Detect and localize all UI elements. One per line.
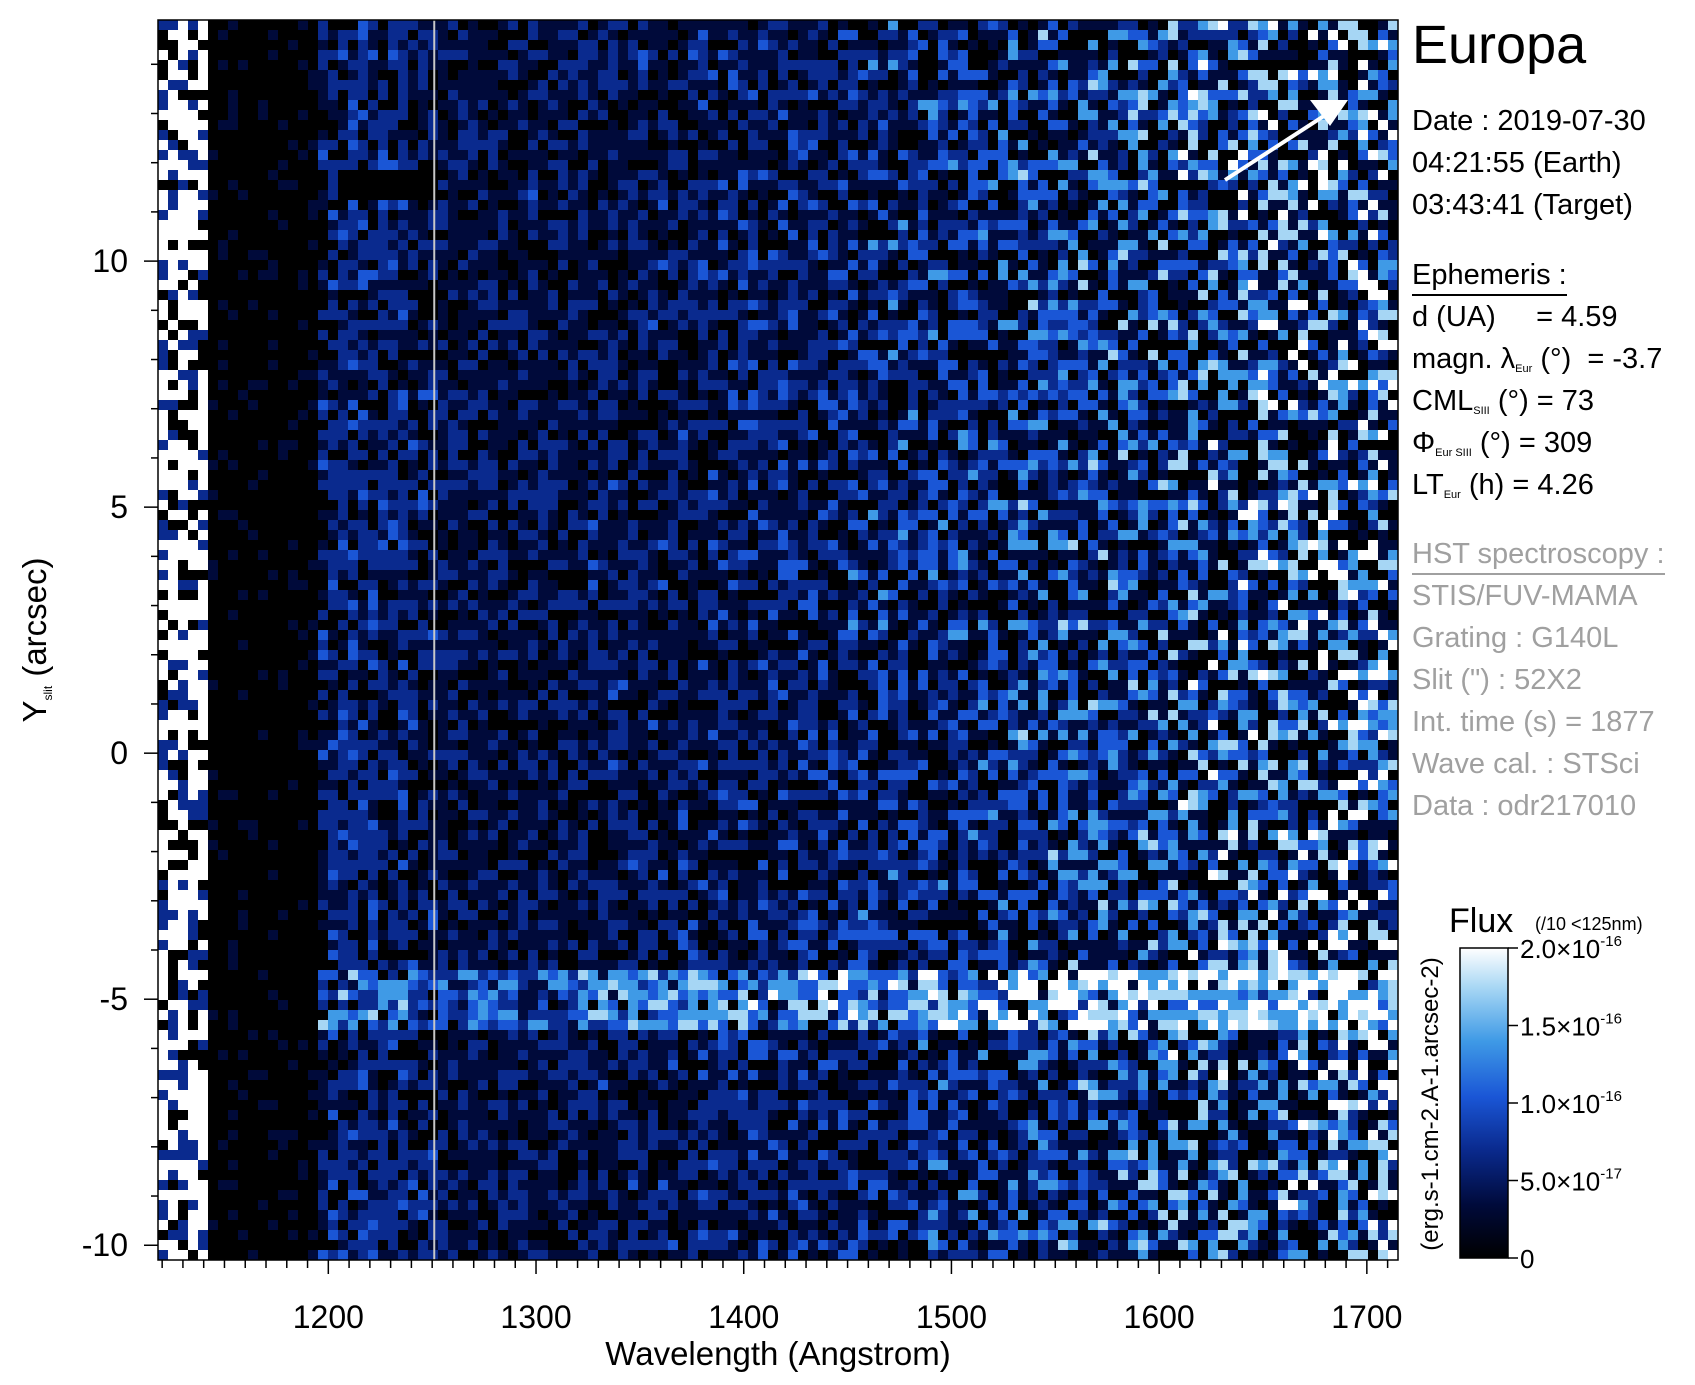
x-tick-label: 1700 [1331,1299,1402,1335]
x-tick-label: 1400 [708,1299,779,1335]
colorbar-tick-label: 2.0×10-16 [1520,933,1622,964]
y-tick-label: 0 [110,735,128,771]
target-time-line: 03:43:41 (Target) [1412,189,1633,221]
x-axis-label: Wavelength (Angstrom) [605,1335,950,1372]
hst-line: Data : odr217010 [1412,790,1637,822]
observation-date: Date : 2019-07-30 04:21:55 (Earth) 03:43… [1412,100,1646,226]
distance-line: d (UA) = 4.59 [1412,301,1618,333]
y-tick-label: 5 [110,489,128,525]
colorbar-tick-label: 1.5×10-16 [1520,1011,1622,1042]
earth-time-line: 04:21:55 (Earth) [1412,147,1622,179]
date-line: Date : 2019-07-30 [1412,105,1646,137]
colorbar-unit-label: (erg.s-1.cm-2.A-1.arcsec-2) [1417,957,1444,1250]
colorbar-tick-label: 5.0×10-17 [1520,1166,1622,1197]
hst-line: STIS/FUV-MAMA [1412,580,1638,612]
x-tick-label: 1600 [1124,1299,1195,1335]
ephemeris-block: Ephemeris : d (UA) = 4.59 magn. λEur (°)… [1412,254,1662,506]
ephemeris-header: Ephemeris : [1412,258,1567,296]
y-axis-label: Yslit (arcsec) [16,557,55,722]
phi-line: ΦEur SIII (°) = 309 [1412,427,1593,459]
y-axis: 10 5 0 -5 -10 [82,63,158,1263]
colorbar-tick-label: 1.0×10-16 [1520,1088,1622,1119]
hst-line: Slit (") : 52X2 [1412,664,1582,696]
spectral-image [158,20,1398,1260]
x-tick-label: 1300 [500,1299,571,1335]
hst-line: Grating : G140L [1412,622,1619,654]
plot-frame [157,19,1399,1261]
cml-line: CMLSIII (°) = 73 [1412,385,1595,417]
y-tick-label: -5 [100,981,128,1017]
y-tick-label: -10 [82,1227,128,1263]
x-tick-label: 1500 [916,1299,987,1335]
hst-block: HST spectroscopy : STIS/FUV-MAMA Grating… [1412,533,1665,827]
y-tick-label: 10 [92,243,128,279]
x-axis: 1200 1300 1400 1500 1600 1700 [161,1260,1402,1335]
local-time-line: LTEur (h) = 4.26 [1412,469,1594,501]
target-title: Europa [1412,15,1587,75]
x-tick-label: 1200 [293,1299,364,1335]
colorbar [1459,947,1509,1259]
hst-line: Int. time (s) = 1877 [1412,706,1655,738]
colorbar-title: Flux [1449,902,1514,940]
colorbar-tick-label: 0 [1520,1244,1534,1274]
hst-line: Wave cal. : STSci [1412,748,1640,780]
direction-arrow [1223,100,1348,182]
magn-latitude-line: magn. λEur (°) = -3.7 [1412,343,1663,375]
colorbar-ticks: 2.0×10-16 1.5×10-16 1.0×10-16 5.0×10-17 0 [1508,933,1622,1274]
colorbar-note: (/10 <125nm) [1535,914,1643,934]
hst-header: HST spectroscopy : [1412,537,1665,575]
